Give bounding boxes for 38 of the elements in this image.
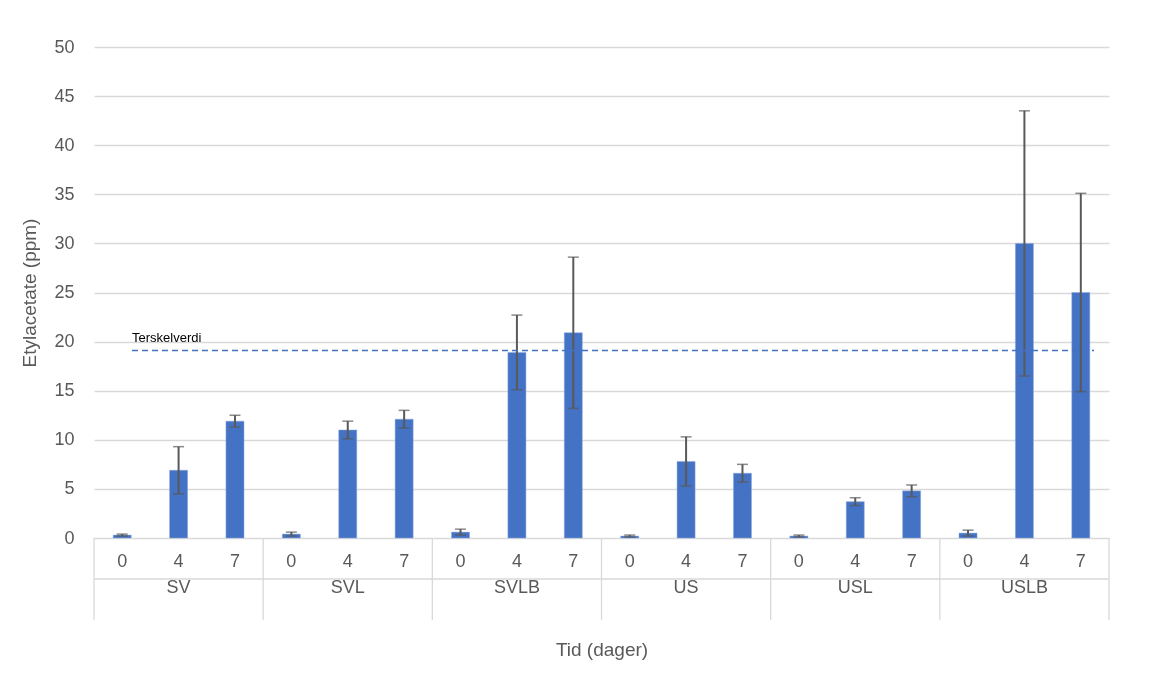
text: SVLB (493, 577, 540, 597)
y-tick-label: 0 (64, 527, 75, 548)
x-tick-label: 7 (737, 550, 748, 571)
y-tick-label: 35 (54, 183, 75, 204)
x-tick-label: 0 (624, 550, 635, 571)
text: US (673, 577, 699, 597)
y-tick-label: 10 (54, 429, 75, 450)
x-tick-label: 7 (568, 550, 579, 571)
y-tick-label: 5 (64, 478, 75, 499)
x-tick-label: 4 (511, 550, 522, 571)
x-tick-label: 0 (455, 550, 466, 571)
y-tick-label: 15 (54, 380, 75, 401)
y-tick-label: 45 (54, 85, 75, 106)
x-tick-label: 4 (342, 550, 353, 571)
x-tick-label: 7 (229, 550, 240, 571)
x-tick-label: 0 (286, 550, 297, 571)
x-tick-label: 4 (850, 550, 861, 571)
y-tick-label: 25 (54, 282, 75, 302)
x-tick-label: 0 (117, 550, 128, 571)
y-axis-title: Etylacetate (ppm) (19, 218, 41, 368)
y-tick-label: 50 (54, 36, 75, 57)
x-tick-label: 7 (906, 550, 917, 571)
text: USL (837, 577, 873, 597)
x-tick-label: 0 (963, 550, 974, 571)
x-tick-label: 0 (793, 550, 804, 571)
x-tick-label: 7 (1075, 550, 1086, 571)
x-tick-label: 4 (173, 550, 184, 571)
y-tick-label: 20 (54, 331, 75, 352)
y-tick-label: 30 (54, 232, 75, 253)
x-axis-title: Tid (dager) (555, 638, 649, 660)
ref-line-label: Terskelverdi (132, 330, 202, 346)
x-tick-label: 4 (1019, 550, 1030, 571)
text: SVL (330, 577, 365, 597)
y-tick-label: 40 (54, 134, 75, 155)
x-tick-label: 4 (681, 550, 692, 571)
text: USLB (1000, 577, 1048, 597)
x-tick-label: 7 (399, 550, 410, 571)
text: SV (166, 577, 191, 597)
